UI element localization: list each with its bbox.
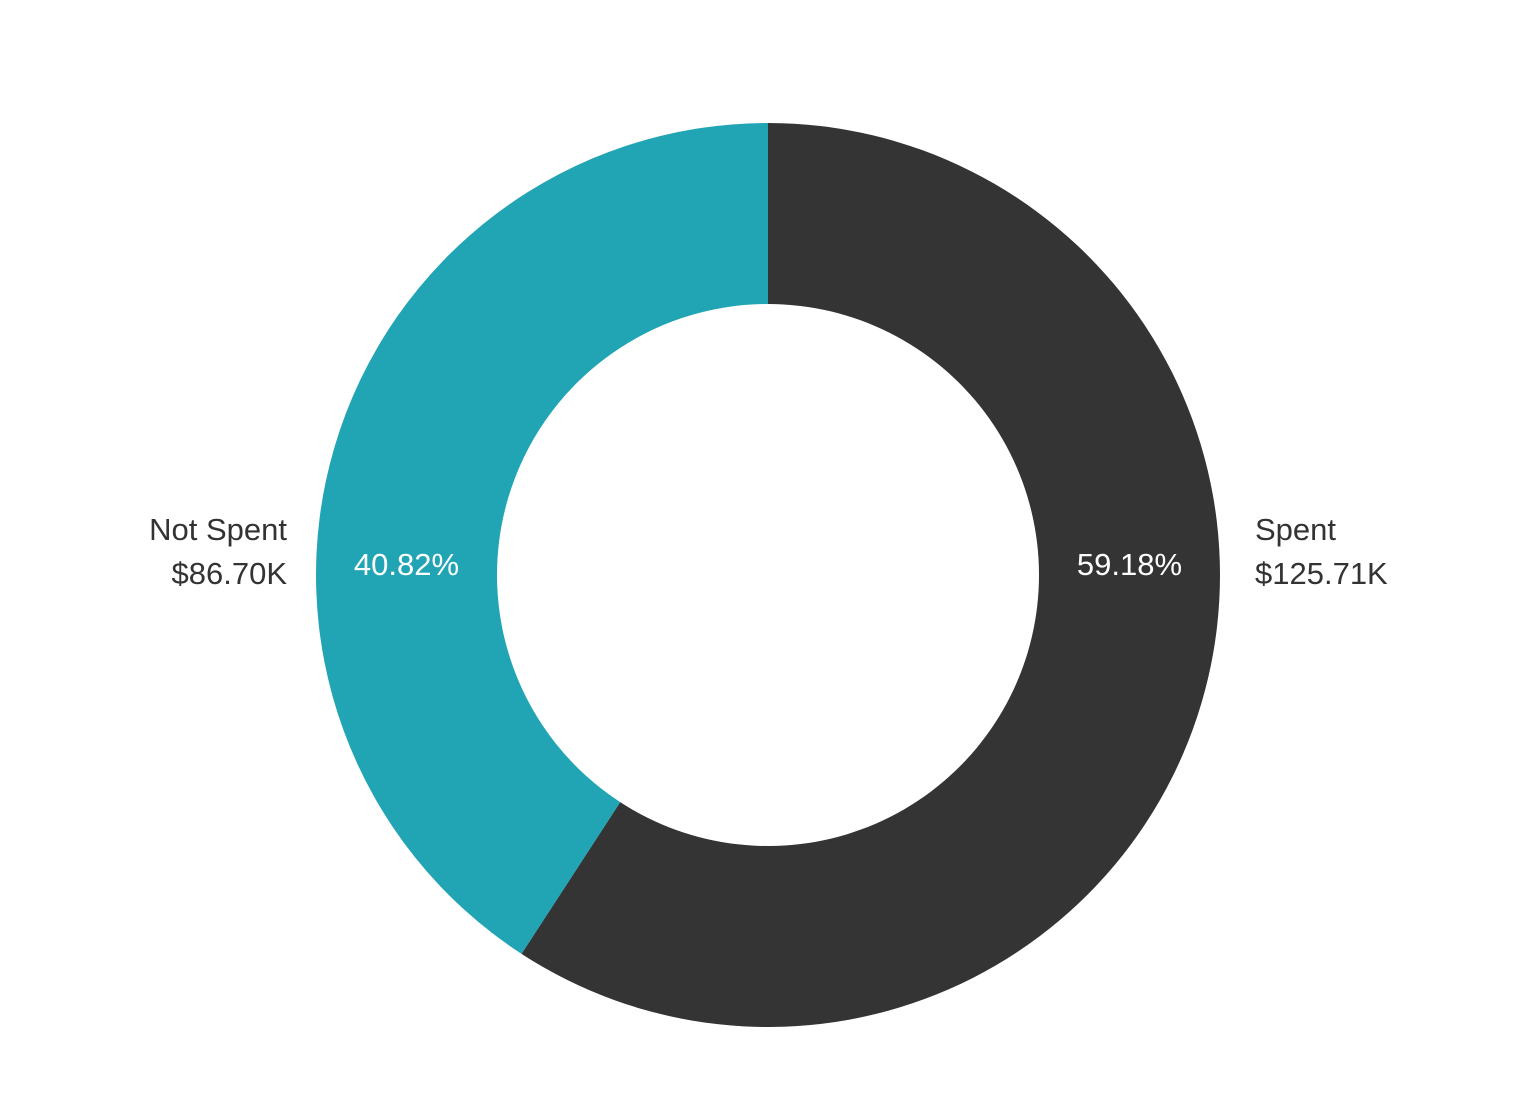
donut-slice (521, 123, 1220, 1027)
donut-slice (315, 122, 768, 954)
percent-label: 40.82% (354, 547, 459, 582)
percent-label: 59.18% (1077, 547, 1182, 582)
category-label: Not Spent (149, 512, 287, 547)
amount-label: $86.70K (172, 556, 288, 591)
category-label: Spent (1255, 512, 1336, 547)
amount-label: $125.71K (1255, 556, 1388, 591)
